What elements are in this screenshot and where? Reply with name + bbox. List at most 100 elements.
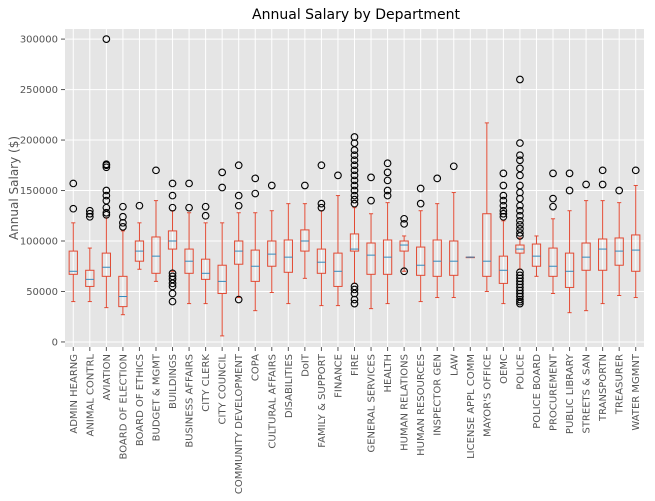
box-group [101,35,111,309]
box-group [333,171,343,307]
x-tick-label: LICENSE APPL COMM [466,354,477,459]
box-group [200,202,211,305]
x-tick-label: FAMILY & SUPPORT [317,353,328,448]
box-body [598,238,608,271]
box-flier [516,181,524,190]
box-flier [251,174,260,183]
box-flier [119,212,127,221]
y-tick-label: 300000 [20,35,58,46]
box-group [432,174,442,299]
box-flier [168,297,177,306]
box-flier [631,166,640,175]
box-body [548,247,558,277]
box-body [449,240,459,276]
x-tick-label: CITY COUNCIL [218,354,229,425]
box-group [581,180,591,312]
box-group [349,133,360,308]
box-flier [367,173,375,182]
y-tick-label: 150000 [20,186,58,197]
box-flier [565,169,574,178]
box-flier [433,174,442,183]
x-tick-label: CULTURAL AFFAIRS [267,354,278,449]
box-flier [598,166,607,175]
box-flier [350,285,359,294]
box-flier [549,169,557,178]
box-flier [102,208,111,217]
box-flier [367,196,375,205]
box-flier [383,176,392,185]
box-flier [516,164,524,173]
x-tick-label: POLICE BOARD [532,354,543,429]
box-flier [350,171,359,180]
box-flier [516,297,524,306]
box-flier [416,184,425,193]
x-tick-label: MAYOR'S OFFICE [482,354,493,437]
box-body [85,269,95,287]
box-flier [168,191,177,200]
box-flier [168,269,177,278]
box-group [482,122,492,292]
box-flier [400,219,408,228]
box-flier [350,176,359,185]
box-group [548,169,558,294]
x-tick-label: OEMC [499,354,510,384]
x-tick-label: COPA [251,354,262,381]
box-flier [102,196,111,205]
box-group [449,162,459,299]
box-body [101,252,111,277]
box-flier [201,211,210,220]
box-flier [516,75,524,84]
box-body [167,230,178,250]
box-body [581,242,591,271]
box-flier [582,180,590,189]
box-group [134,201,145,270]
boxes [68,35,641,337]
box-body [564,252,575,288]
y-axis: 0 50000 100000 150000 200000 250000 300000 [20,35,65,348]
box-flier [449,162,458,171]
box-flier [499,206,508,215]
box-body [217,264,227,294]
box-flier [383,159,392,168]
box-body [250,249,260,282]
box-flier [85,206,94,215]
box-body [333,252,343,287]
x-tick-label: ADMIN HEARNG [69,354,80,434]
box-group [151,166,161,282]
box-flier [251,189,260,198]
y-tick-label: 100000 [20,237,58,248]
y-tick-label: 0 [52,337,58,348]
box-flier [102,160,111,169]
box-group [267,181,277,293]
box-flier [400,214,408,223]
box-body [432,239,442,277]
box-flier [350,195,359,204]
box-flier [234,201,243,210]
x-tick-label: TRANSPORTN [598,354,609,422]
box-flier [516,216,524,225]
box-flier [135,201,144,210]
x-tick-label: GENERAL SERVICES [367,354,378,453]
x-tick-label: DISABILITIES [284,354,295,418]
x-tick-label: LAW [449,354,460,376]
box-group [85,206,95,303]
box-flier [218,168,227,177]
box-flier [267,181,276,190]
box-body [118,275,128,308]
box-flier [383,168,392,177]
box-group [118,202,128,316]
box-body [366,242,376,275]
x-tick-label: FINANCE [333,354,344,398]
box-body [349,233,360,252]
box-flier [119,202,127,211]
box-flier [69,179,78,188]
box-flier [350,282,359,291]
box-flier [69,204,78,213]
box-flier [499,209,508,218]
box-flier [516,156,524,165]
box-group [515,75,525,308]
box-group [465,256,475,259]
x-tick-label: FIRE [350,354,361,376]
box-body [614,237,624,266]
box-flier [499,191,508,200]
